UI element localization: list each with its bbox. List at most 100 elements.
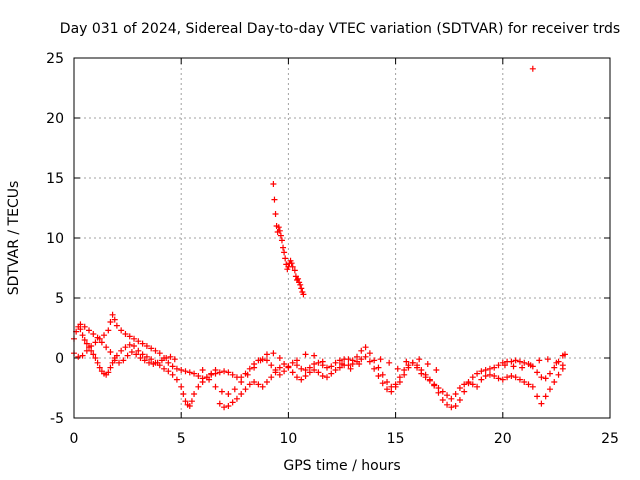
data-point: [293, 357, 300, 364]
data-point: [277, 232, 284, 239]
data-point: [521, 359, 528, 366]
data-point: [336, 357, 343, 364]
data-point: [336, 364, 343, 371]
plot-frame: [73, 57, 611, 419]
data-point: [452, 391, 459, 397]
data-point: [143, 343, 150, 349]
data-point: [529, 65, 536, 72]
data-point: [272, 211, 279, 217]
data-point: [291, 267, 298, 274]
data-point: [474, 383, 481, 390]
data-point: [94, 334, 101, 341]
data-point: [94, 359, 101, 366]
data-point: [233, 395, 240, 402]
data-point: [444, 392, 451, 399]
data-point: [328, 363, 335, 370]
data-point: [212, 383, 219, 390]
data-point: [319, 358, 326, 365]
series-0: [71, 323, 568, 411]
data-point: [486, 371, 493, 378]
data-point: [295, 275, 302, 282]
data-point: [392, 381, 399, 388]
data-point: [169, 363, 176, 370]
data-point: [551, 379, 558, 385]
data-point: [396, 374, 403, 381]
data-point: [268, 362, 275, 369]
data-point: [534, 393, 541, 400]
data-point: [561, 351, 568, 358]
data-point: [105, 369, 112, 376]
data-point: [251, 379, 258, 385]
data-point: [126, 341, 133, 348]
data-point: [555, 371, 562, 378]
data-point: [276, 227, 283, 234]
data-point: [116, 359, 123, 366]
data-point: [375, 373, 382, 379]
data-point: [414, 364, 421, 371]
data-point: [135, 338, 142, 345]
data-point: [141, 357, 148, 364]
x-axis-label: GPS time / hours: [283, 458, 400, 474]
data-point: [186, 369, 193, 376]
data-point: [122, 344, 129, 351]
x-tick-label: 20: [494, 431, 512, 447]
data-point: [431, 381, 438, 388]
data-point: [371, 365, 378, 372]
data-point: [349, 361, 356, 367]
data-point: [362, 353, 369, 360]
data-point: [107, 364, 114, 371]
data-point: [182, 368, 189, 375]
data-point: [461, 381, 468, 388]
x-tick-label: 0: [70, 431, 79, 447]
data-point: [150, 361, 157, 367]
data-point: [371, 357, 378, 364]
data-point: [158, 357, 165, 364]
data-point: [519, 364, 526, 371]
data-point: [216, 369, 223, 376]
data-point: [146, 359, 153, 366]
data-point: [456, 385, 463, 391]
data-point: [469, 381, 476, 388]
y-tick-label: 15: [46, 171, 64, 187]
data-point: [263, 379, 270, 385]
data-point: [171, 356, 178, 363]
data-point: [173, 376, 180, 383]
data-point: [366, 350, 373, 357]
data-point: [448, 404, 455, 411]
data-point: [242, 386, 249, 393]
data-point: [268, 374, 275, 381]
data-point: [345, 356, 352, 363]
data-point: [111, 355, 118, 361]
data-point: [439, 388, 446, 395]
data-point: [238, 379, 245, 385]
data-point: [439, 397, 446, 403]
data-point: [90, 351, 97, 358]
data-point: [482, 373, 489, 379]
data-point: [229, 371, 236, 378]
data-point: [491, 373, 498, 379]
data-point: [469, 374, 476, 381]
data-point: [347, 365, 354, 372]
data-point: [275, 224, 282, 231]
data-point: [96, 364, 103, 371]
data-point: [358, 356, 365, 363]
data-point: [255, 381, 262, 388]
data-point: [133, 351, 140, 358]
data-point: [553, 359, 560, 366]
data-point: [282, 255, 289, 262]
data-point: [131, 335, 138, 342]
data-point: [311, 367, 318, 373]
data-point: [111, 316, 118, 323]
data-point: [456, 397, 463, 403]
data-point: [377, 356, 384, 363]
data-point: [122, 331, 129, 337]
data-point: [521, 379, 528, 385]
data-point: [188, 398, 195, 405]
data-point: [263, 351, 270, 358]
data-point: [225, 391, 232, 397]
data-point: [536, 357, 543, 364]
data-point: [358, 347, 365, 354]
data-point: [551, 364, 558, 371]
data-point: [289, 263, 296, 270]
y-tick-label: 5: [55, 291, 64, 307]
